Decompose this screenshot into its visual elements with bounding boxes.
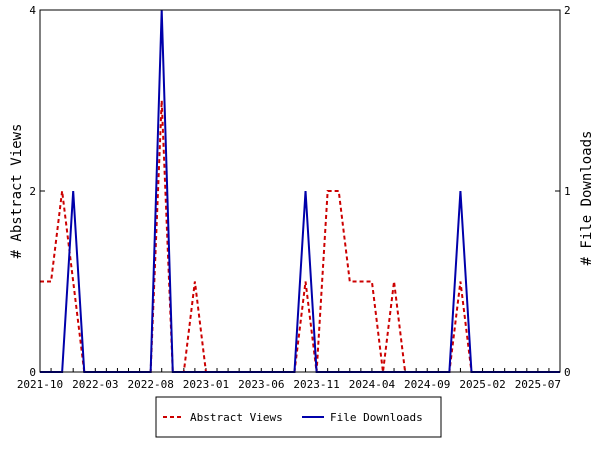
y-left-axis-title: # Abstract Views bbox=[9, 124, 25, 259]
x-axis-tick-labels: 2021-10 2022-03 2022-08 2023-01 2023-06 2023-… bbox=[17, 378, 561, 391]
y-left-tick-labels: 0 2 4 bbox=[29, 4, 36, 379]
x-tick-label: 2025-02 bbox=[459, 378, 505, 391]
x-tick-label: 2022-03 bbox=[72, 378, 118, 391]
x-tick-label: 2023-06 bbox=[238, 378, 284, 391]
legend-label-file-downloads: File Downloads bbox=[330, 411, 423, 424]
x-tick-label: 2024-09 bbox=[404, 378, 450, 391]
plot-area bbox=[39, 9, 561, 373]
y-right-tick-label: 2 bbox=[564, 4, 571, 17]
series-line-file-downloads bbox=[40, 9, 560, 373]
y-right-axis-title: # File Downloads bbox=[579, 131, 595, 266]
x-tick-label: 2025-07 bbox=[515, 378, 561, 391]
y-right-tick-label: 0 bbox=[564, 366, 571, 379]
x-tick-label: 2024-04 bbox=[349, 378, 396, 391]
tick-marks bbox=[39, 9, 561, 373]
y-left-tick-label: 2 bbox=[29, 185, 36, 198]
legend-label-abstract-views: Abstract Views bbox=[190, 411, 283, 424]
y-left-tick-label: 4 bbox=[29, 4, 36, 17]
x-tick-label: 2023-01 bbox=[183, 378, 229, 391]
x-tick-label: 2022-08 bbox=[127, 378, 173, 391]
series-line-abstract-views bbox=[40, 100, 560, 373]
series-lines bbox=[40, 9, 560, 373]
x-tick-label: 2023-11 bbox=[293, 378, 339, 391]
y-right-tick-labels: 0 1 2 bbox=[564, 4, 571, 379]
legend-box bbox=[155, 396, 442, 438]
y-right-tick-label: 1 bbox=[564, 185, 571, 198]
y-left-tick-label: 0 bbox=[29, 366, 36, 379]
x-tick-label: 2021-10 bbox=[17, 378, 63, 391]
legend: Abstract Views File Downloads bbox=[155, 396, 442, 438]
